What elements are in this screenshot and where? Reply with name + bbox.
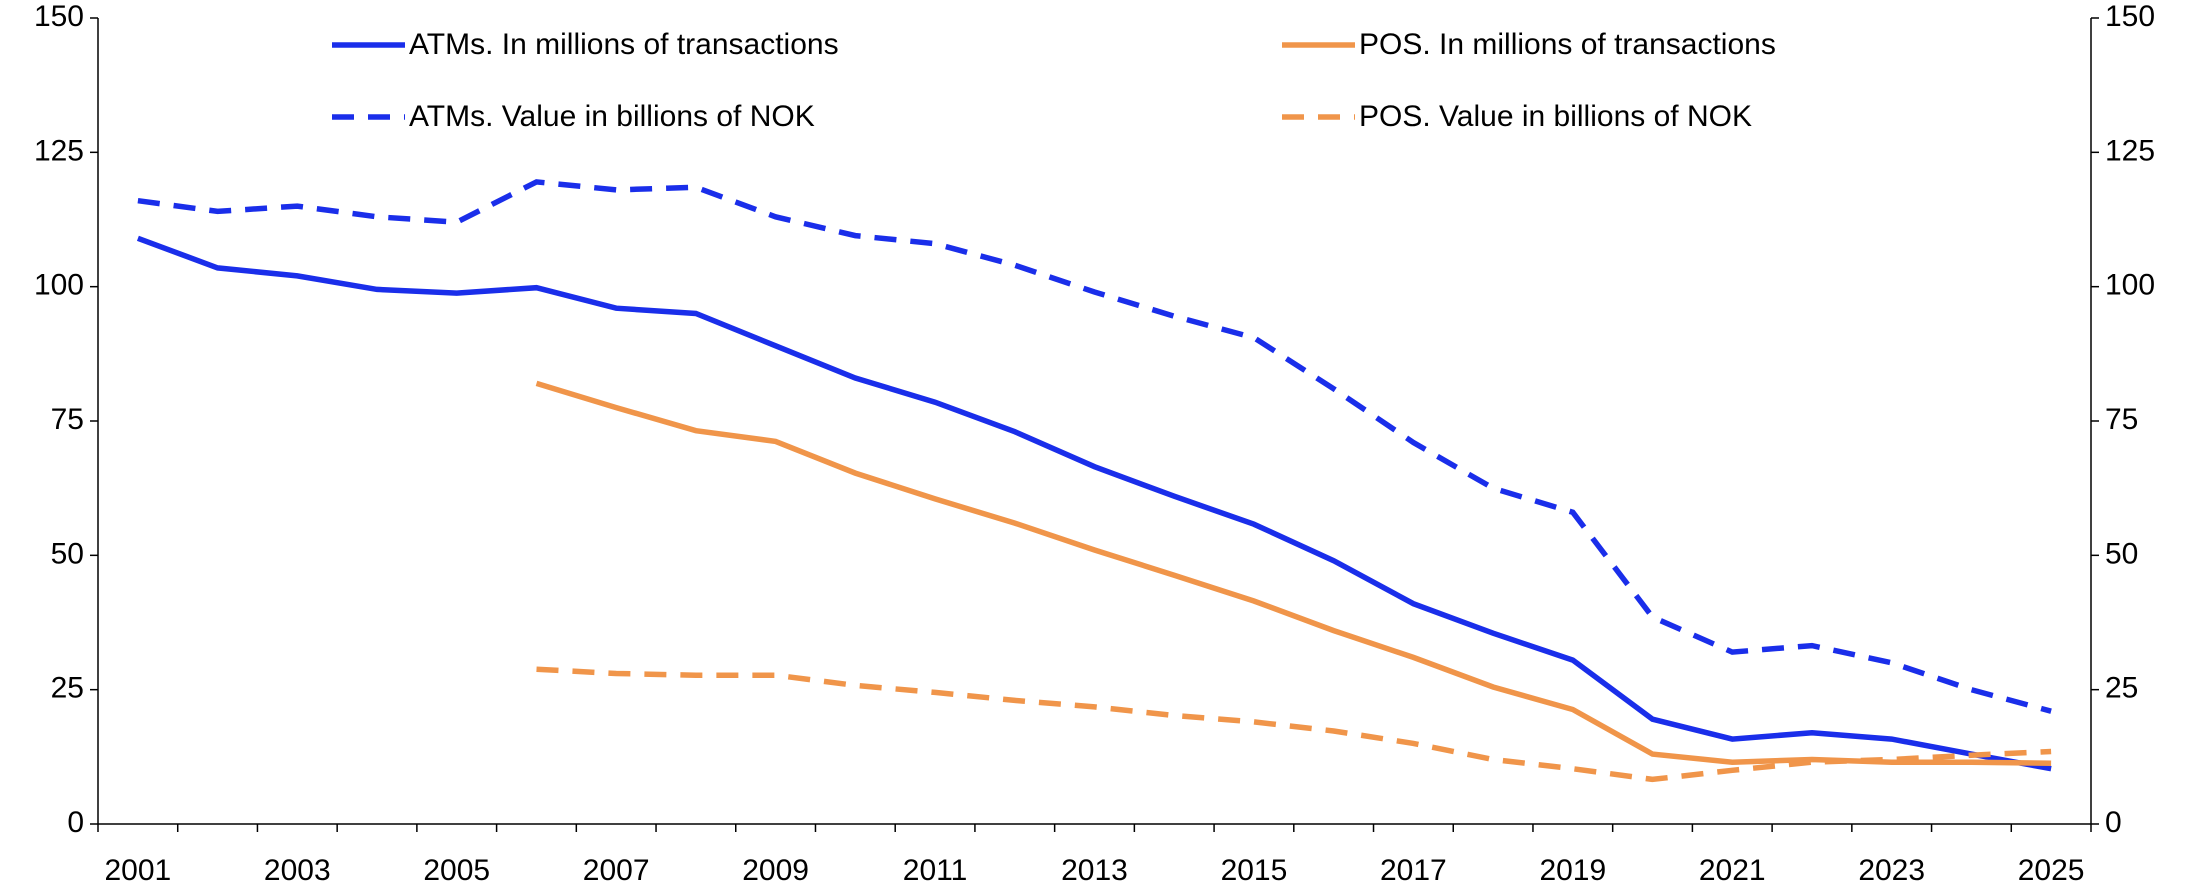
legend-label: ATMs. In millions of transactions xyxy=(409,28,839,61)
series-line xyxy=(137,179,2052,714)
y2-tick-label: 125 xyxy=(2105,134,2155,167)
x-tick-label: 2017 xyxy=(1380,854,1447,887)
x-tick-label: 2023 xyxy=(1858,854,1925,887)
y2-tick-label: 0 xyxy=(2105,806,2122,839)
x-tick-label: 2005 xyxy=(423,854,490,887)
x-tick-label: 2009 xyxy=(742,854,809,887)
x-tick-label: 2007 xyxy=(583,854,650,887)
y2-tick-label: 25 xyxy=(2105,672,2138,705)
x-tick-label: 2011 xyxy=(903,854,968,887)
x-tick-label: 2015 xyxy=(1221,854,1288,887)
y-tick-label: 125 xyxy=(34,134,84,167)
y-tick-label: 100 xyxy=(34,269,84,302)
legend-label: POS. Value in billions of NOK xyxy=(1359,100,1752,133)
y2-tick-label: 50 xyxy=(2105,537,2138,570)
series-line xyxy=(136,235,2052,772)
series-line xyxy=(535,380,2052,767)
x-tick-label: 2003 xyxy=(264,854,331,887)
y2-tick-label: 100 xyxy=(2105,269,2155,302)
y-tick-label: 50 xyxy=(51,537,84,570)
x-tick-label: 2019 xyxy=(1539,854,1606,887)
y-tick-label: 25 xyxy=(51,672,84,705)
y2-tick-label: 75 xyxy=(2105,403,2138,436)
y-tick-label: 0 xyxy=(67,806,84,839)
legend-label: ATMs. Value in billions of NOK xyxy=(409,100,815,133)
series-line xyxy=(536,666,2052,783)
x-tick-label: 2013 xyxy=(1061,854,1128,887)
x-tick-label: 2021 xyxy=(1699,854,1766,887)
y2-tick-label: 150 xyxy=(2105,0,2155,33)
legend-label: POS. In millions of transactions xyxy=(1359,28,1776,61)
y-tick-label: 150 xyxy=(34,0,84,33)
x-tick-label: 2025 xyxy=(2018,854,2085,887)
x-tick-label: 2001 xyxy=(104,854,171,887)
y-tick-label: 75 xyxy=(51,403,84,436)
